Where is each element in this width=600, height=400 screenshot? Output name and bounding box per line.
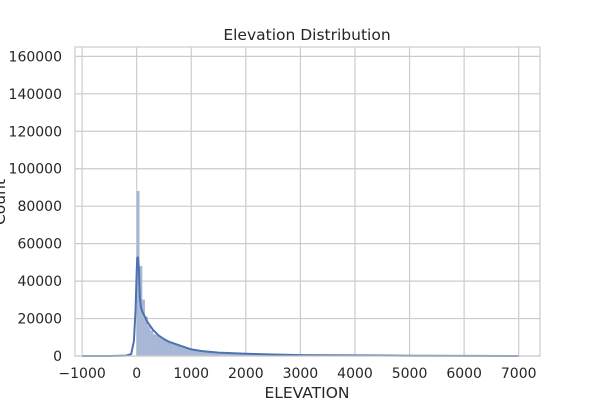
histogram-bar	[191, 350, 197, 357]
histogram-bar	[152, 334, 156, 357]
histogram-bar	[141, 299, 146, 357]
x-tick-label: 3000	[283, 366, 319, 382]
plot-frame	[74, 46, 541, 357]
y-tick-label: 120000	[9, 124, 62, 140]
x-tick-label: 4000	[337, 366, 373, 382]
histogram-bar	[174, 344, 178, 357]
y-axis-label: Count	[0, 179, 9, 225]
histogram-bar	[177, 345, 181, 357]
histogram-bar	[182, 347, 186, 357]
x-tick-label: 6000	[446, 366, 482, 382]
y-tick-label: 0	[53, 349, 62, 365]
histogram-bar	[180, 346, 184, 357]
histogram-bar	[169, 341, 173, 357]
histogram-bar	[150, 330, 154, 357]
y-tick-labels: 0 20000 40000 60000 80000 100000 120000 140000 1…	[9, 49, 62, 365]
histogram-bar	[158, 337, 162, 357]
y-tick-label: 160000	[9, 49, 62, 65]
x-tick-label: 1000	[173, 366, 209, 382]
chart-title: Elevation Distribution	[223, 26, 390, 44]
histogram-bar	[155, 335, 159, 357]
y-tick-label: 80000	[17, 199, 62, 215]
histogram-bar	[171, 343, 176, 357]
x-tick-label: 0	[132, 366, 141, 382]
x-tick-label: −1000	[58, 366, 105, 382]
y-tick-label: 60000	[17, 237, 62, 253]
x-tick-label: 2000	[228, 366, 264, 382]
y-tick-label: 100000	[9, 162, 62, 178]
x-axis-label: ELEVATION	[264, 384, 349, 400]
histogram-bar	[147, 325, 151, 357]
histogram-bar	[185, 348, 189, 357]
y-tick-label: 20000	[17, 312, 62, 328]
y-tick-label: 140000	[9, 87, 62, 103]
histogram-bar	[161, 338, 165, 357]
y-tick-label: 40000	[17, 274, 62, 290]
x-tick-label: 7000	[501, 366, 537, 382]
kde-curve	[82, 256, 519, 357]
histogram-bar	[166, 340, 170, 357]
histogram-bar	[188, 349, 192, 357]
x-tick-label: 5000	[392, 366, 428, 382]
x-tick-labels: −1000 0 1000 2000 3000 4000 5000 6000 7000	[58, 366, 536, 382]
histogram-bar	[163, 339, 167, 357]
